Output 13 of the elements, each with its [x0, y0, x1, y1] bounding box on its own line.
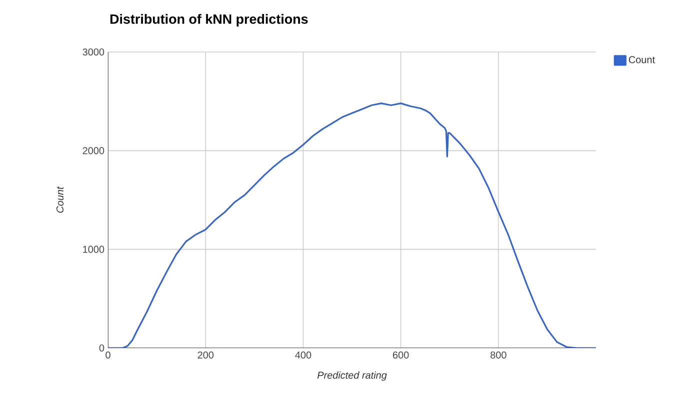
- y-tick-label: 2000: [82, 147, 104, 154]
- y-axis-title: Count: [56, 186, 64, 213]
- x-axis-title: Predicted rating: [317, 371, 387, 381]
- x-tick-label: 800: [490, 352, 506, 359]
- x-tick-label: 600: [393, 352, 409, 359]
- x-tick-label: 0: [106, 352, 110, 359]
- y-tick-label: 0: [99, 344, 104, 352]
- y-tick-label: 1000: [83, 246, 104, 253]
- chart-title: Distribution of kNN predictions: [110, 14, 308, 27]
- x-tick-label: 400: [295, 352, 312, 359]
- legend-label: Count: [628, 56, 655, 64]
- x-tick-label: 200: [198, 352, 214, 359]
- y-tick-label: 3000: [82, 48, 104, 56]
